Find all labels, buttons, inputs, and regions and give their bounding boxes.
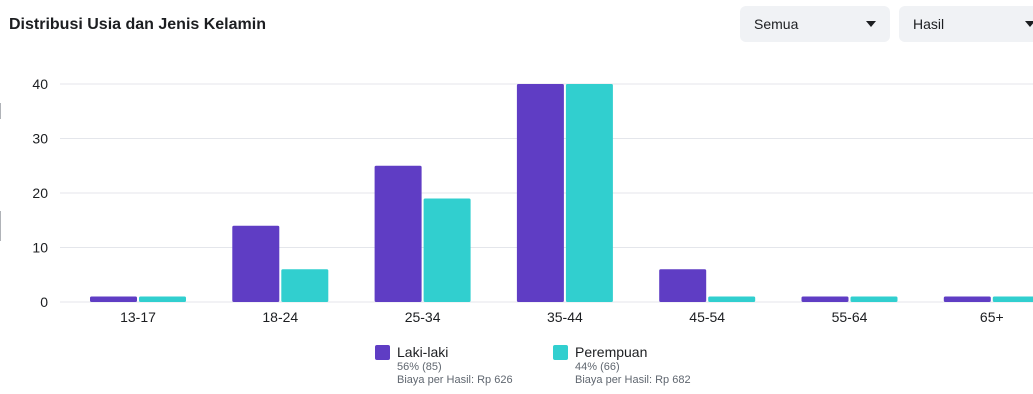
y-tick-label: 0 bbox=[40, 294, 48, 310]
legend-label-female: Perempuan bbox=[575, 344, 648, 360]
y-tick-label: 40 bbox=[32, 76, 48, 92]
legend-swatch-female bbox=[553, 345, 568, 360]
bar-female-18-24[interactable] bbox=[281, 269, 329, 302]
x-tick-label: 13-17 bbox=[120, 309, 156, 325]
legend-cost-female: Biaya per Hasil: Rp 682 bbox=[575, 374, 691, 386]
legend-swatch-male bbox=[375, 345, 390, 360]
bar-male-55-64[interactable] bbox=[801, 296, 849, 302]
bar-male-45-54[interactable] bbox=[659, 269, 707, 302]
bar-male-13-17[interactable] bbox=[90, 296, 137, 302]
bar-female-13-17[interactable] bbox=[139, 296, 186, 302]
x-tick-label: 25-34 bbox=[405, 309, 441, 325]
metric-filter-value: Hasil bbox=[913, 16, 945, 32]
bar-female-25-34[interactable] bbox=[423, 198, 471, 302]
gender-filter-dropdown[interactable]: Semua bbox=[740, 6, 890, 42]
caret-down-icon bbox=[866, 21, 876, 27]
legend-cost-male: Biaya per Hasil: Rp 626 bbox=[397, 374, 513, 386]
chart-title: Distribusi Usia dan Jenis Kelamin bbox=[9, 16, 266, 33]
bar-female-65+[interactable] bbox=[992, 296, 1033, 302]
x-tick-label: 45-54 bbox=[689, 309, 725, 325]
bar-male-25-34[interactable] bbox=[374, 165, 422, 302]
y-tick-label: 10 bbox=[32, 240, 48, 256]
legend-label-male: Laki-laki bbox=[397, 344, 449, 360]
bar-female-45-54[interactable] bbox=[708, 296, 756, 302]
y-tick-label: 30 bbox=[32, 131, 48, 147]
gender-filter-value: Semua bbox=[754, 16, 799, 32]
bar-male-18-24[interactable] bbox=[232, 225, 280, 302]
legend-share-female: 44% (66) bbox=[575, 361, 620, 373]
bar-male-65+[interactable] bbox=[943, 296, 991, 302]
y-tick-label: 20 bbox=[32, 185, 48, 201]
bar-chart: 0 10 20 30 40 13-17 18-24 25-34 35-44 45-54 55-64 6… bbox=[32, 76, 1033, 325]
legend-item-male: Laki-laki 56% (85) Biaya per Hasil: Rp 6… bbox=[375, 344, 513, 387]
caret-down-icon bbox=[1025, 21, 1033, 27]
bar-female-55-64[interactable] bbox=[850, 296, 898, 302]
legend-share-male: 56% (85) bbox=[397, 361, 442, 373]
legend-item-female: Perempuan 44% (66) Biaya per Hasil: Rp 6… bbox=[553, 344, 691, 387]
bar-female-35-44[interactable] bbox=[565, 84, 613, 302]
bar-male-35-44[interactable] bbox=[516, 84, 564, 302]
x-tick-label: 65+ bbox=[980, 309, 1004, 325]
x-tick-label: 55-64 bbox=[832, 309, 868, 325]
metric-filter-dropdown[interactable]: Hasil bbox=[899, 6, 1033, 42]
x-tick-label: 18-24 bbox=[262, 309, 298, 325]
left-edge-mark bbox=[0, 103, 1, 119]
x-tick-label: 35-44 bbox=[547, 309, 583, 325]
left-edge-mark bbox=[0, 211, 1, 241]
